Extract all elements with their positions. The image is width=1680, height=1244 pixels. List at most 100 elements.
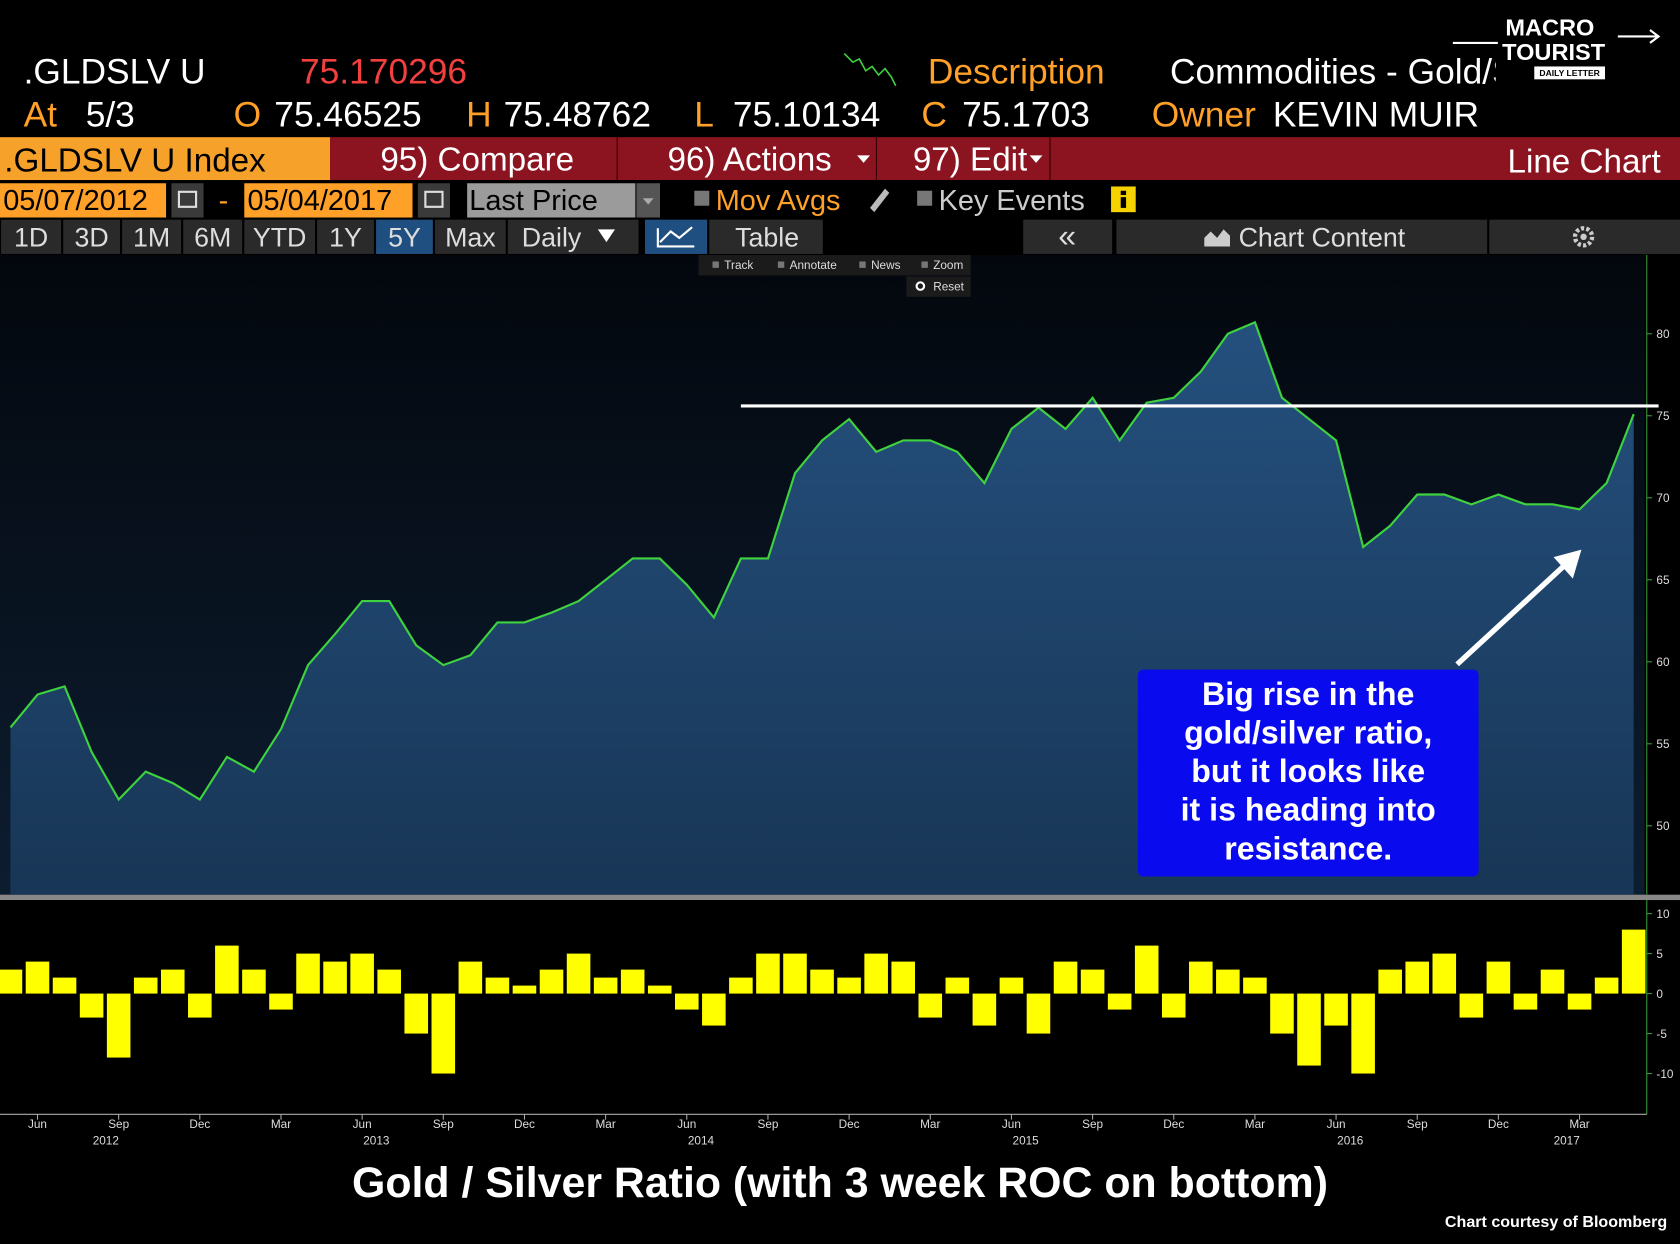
x-tick-label: Dec: [839, 1118, 860, 1131]
end-date[interactable]: 05/04/2017: [247, 185, 392, 217]
roc-bar: [1161, 993, 1186, 1018]
roc-bar: [783, 953, 807, 994]
roc-bar: [350, 953, 374, 994]
menu-item[interactable]: 96) Actions: [668, 141, 832, 178]
period-label[interactable]: 1D: [14, 222, 48, 252]
annotation-box: [1137, 669, 1479, 877]
roc-bar: [1270, 993, 1294, 1034]
roc-bar: [1297, 993, 1321, 1066]
x-tick-label: Sep: [1407, 1118, 1428, 1131]
date-field[interactable]: [0, 183, 167, 218]
x-tick-label: Jun: [353, 1118, 372, 1131]
year-label: 2012: [93, 1134, 119, 1147]
field-select[interactable]: [467, 183, 636, 218]
tab[interactable]: [1116, 219, 1488, 254]
roc-bar: [756, 953, 780, 994]
dropdown-arrow: [642, 198, 654, 205]
ticker: .GLDSLV U: [24, 53, 206, 92]
roc-bar: [1351, 993, 1375, 1074]
roc-bar: [188, 993, 212, 1018]
tab-label[interactable]: Chart Content: [1239, 222, 1406, 252]
last-price: 75.170296: [300, 53, 467, 92]
x-tick-label: Mar: [1569, 1118, 1589, 1131]
chart-title: Gold / Silver Ratio (with 3 week ROC on …: [352, 1159, 1328, 1207]
x-tick-label: Sep: [757, 1118, 778, 1131]
tool-icon: [859, 261, 866, 268]
chart-content-icon: [1204, 229, 1230, 247]
roc-bar: [972, 993, 997, 1026]
period-button[interactable]: [183, 219, 243, 254]
menu: 95) Compare 96) Actions 97) Edit: [380, 141, 1027, 178]
roc-bar: [891, 961, 915, 994]
logo-text: DAILY LETTER: [1539, 68, 1600, 78]
tab[interactable]: [1023, 219, 1113, 254]
period-button[interactable]: [244, 219, 315, 254]
period-label[interactable]: Max: [445, 222, 496, 252]
start-date[interactable]: 05/07/2012: [3, 185, 148, 217]
roc-bar: [1513, 993, 1538, 1010]
option[interactable]: Key Events: [939, 185, 1085, 217]
tool[interactable]: Track: [724, 259, 753, 272]
menu-item[interactable]: 97) Edit: [913, 141, 1027, 178]
checkbox[interactable]: [694, 190, 710, 206]
roc-bar: [1107, 993, 1132, 1010]
roc-bar: [810, 969, 834, 994]
y-tick-label: 50: [1656, 820, 1670, 833]
annotation-text: Big rise in the: [1202, 676, 1414, 712]
y-tick-label: 60: [1656, 656, 1670, 669]
pencil-icon[interactable]: [870, 188, 890, 213]
tab-label[interactable]: «: [1058, 217, 1076, 253]
tool[interactable]: Annotate: [790, 259, 838, 272]
tool[interactable]: Zoom: [933, 259, 963, 272]
period-button[interactable]: [435, 219, 506, 254]
period-label[interactable]: 3D: [74, 222, 108, 252]
tool-icon: [712, 261, 719, 268]
y-tick-label: 65: [1656, 574, 1670, 587]
period-button[interactable]: [63, 219, 120, 254]
roc-bar: [512, 985, 537, 994]
tool-icon: [921, 261, 928, 268]
date-field[interactable]: [244, 183, 413, 218]
calendar-button[interactable]: [417, 183, 450, 218]
year-label: 2015: [1013, 1134, 1040, 1147]
tab[interactable]: [709, 219, 823, 254]
tool[interactable]: News: [871, 259, 901, 272]
period-label[interactable]: 5Y: [388, 222, 421, 252]
tool-icon: [777, 261, 785, 268]
roc-bar: [323, 961, 347, 994]
chart-type-button[interactable]: [645, 219, 708, 254]
roc-bar: [0, 969, 23, 994]
field[interactable]: Last Price: [469, 185, 598, 217]
info-icon: [1120, 190, 1127, 196]
roc-bar: [431, 993, 456, 1074]
y-tick-label: 80: [1656, 328, 1670, 341]
tab-label[interactable]: Table: [735, 222, 799, 252]
checkbox[interactable]: [917, 190, 933, 206]
period-button[interactable]: [376, 219, 433, 254]
reset[interactable]: Reset: [933, 280, 964, 293]
period-button[interactable]: [507, 219, 639, 254]
period-label[interactable]: 1Y: [329, 222, 362, 252]
calendar-button[interactable]: [171, 183, 204, 218]
roc-bar: [620, 969, 645, 994]
gear-icon: [1580, 233, 1587, 241]
period-label[interactable]: YTD: [253, 222, 307, 252]
period-label[interactable]: Daily: [522, 222, 582, 252]
x-tick-label: Mar: [595, 1118, 615, 1131]
option[interactable]: Mov Avgs: [716, 185, 841, 217]
menu-item[interactable]: 95) Compare: [380, 141, 574, 178]
period-button[interactable]: [122, 219, 182, 254]
reset-icon: [915, 281, 926, 291]
year-label: 2017: [1554, 1134, 1580, 1147]
period-label[interactable]: 1M: [133, 222, 170, 252]
y-tick-label: 0: [1656, 988, 1663, 1001]
period-button[interactable]: [1, 219, 62, 254]
period-button[interactable]: [317, 219, 374, 254]
reset-button[interactable]: [906, 276, 971, 297]
roc-bar: [1405, 961, 1430, 994]
roc-bar: [1216, 969, 1240, 994]
x-tick-label: Dec: [189, 1118, 210, 1131]
roc-bar: [242, 969, 266, 994]
period-buttons: 1D 3D 1M 6M YTD 1Y 5Y Max Daily: [1, 219, 639, 254]
period-label[interactable]: 6M: [194, 222, 231, 252]
